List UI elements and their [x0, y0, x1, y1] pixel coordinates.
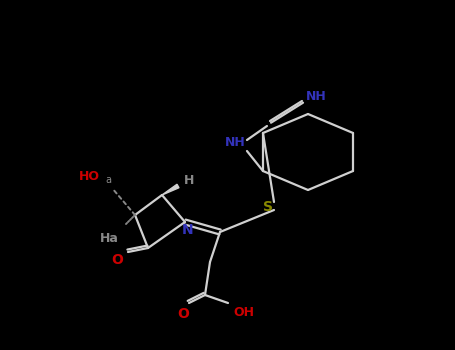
Text: a: a — [105, 175, 111, 185]
Text: O: O — [177, 307, 189, 321]
Text: O: O — [111, 253, 123, 267]
Text: NH: NH — [225, 136, 245, 149]
Text: N: N — [182, 223, 194, 237]
Text: OH: OH — [233, 306, 254, 318]
Text: S: S — [263, 200, 273, 214]
Text: H: H — [184, 175, 194, 188]
Text: NH: NH — [306, 91, 326, 104]
Text: HO: HO — [79, 169, 100, 182]
Polygon shape — [162, 184, 179, 195]
Text: Ha: Ha — [100, 231, 118, 245]
